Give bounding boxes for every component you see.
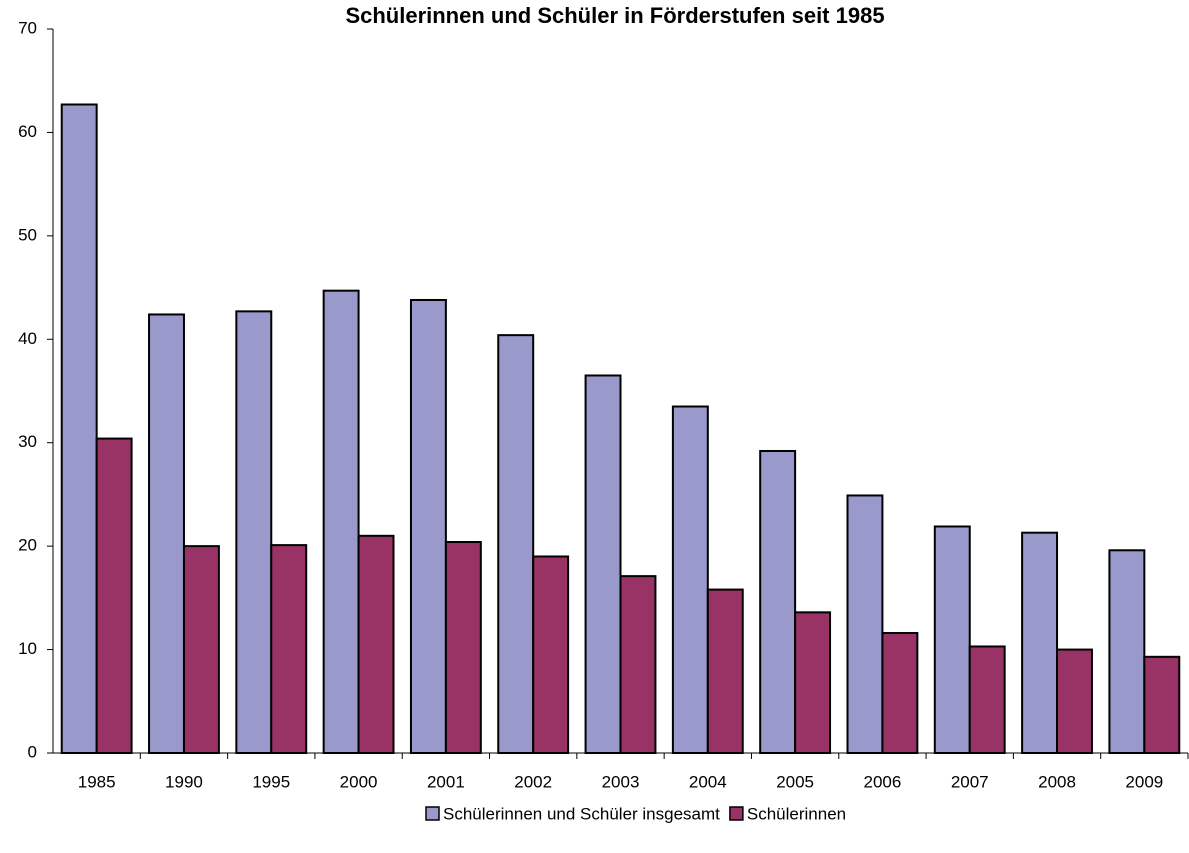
x-tick-label: 2004 (689, 772, 727, 791)
bar (532, 555, 570, 754)
x-tick-label: 2008 (1038, 772, 1076, 791)
bar (497, 334, 535, 754)
bar (1021, 531, 1059, 754)
bar (322, 289, 360, 754)
bar (409, 298, 447, 754)
bar (235, 310, 273, 754)
y-tick-label: 50 (18, 225, 37, 244)
chart-title: Schülerinnen und Schüler in Förderstufen… (345, 3, 884, 28)
x-tick-label: 2007 (951, 772, 989, 791)
y-tick-label: 70 (18, 18, 37, 37)
x-tick-label: 2001 (427, 772, 465, 791)
x-tick-label: 2000 (340, 772, 378, 791)
bar (881, 632, 919, 754)
bar (357, 534, 395, 754)
y-tick-label: 40 (18, 329, 37, 348)
bar (794, 611, 832, 755)
y-tick-label: 10 (18, 639, 37, 658)
legend-label: Schülerinnen und Schüler insgesamt (443, 804, 720, 823)
x-tick-label: 2005 (776, 772, 814, 791)
x-tick-label: 2002 (514, 772, 552, 791)
bar (706, 588, 744, 755)
bar (671, 405, 709, 754)
bar (968, 645, 1006, 754)
bar (846, 494, 884, 754)
legend-label: Schülerinnen (747, 804, 846, 823)
bar (759, 449, 797, 754)
bar (933, 525, 971, 755)
bar (1143, 655, 1181, 754)
x-tick-label: 2009 (1125, 772, 1163, 791)
y-tick-label: 30 (18, 432, 37, 451)
x-tick-label: 2006 (864, 772, 902, 791)
y-tick-label: 60 (18, 122, 37, 141)
y-tick-label: 0 (28, 742, 37, 761)
bar (95, 437, 133, 754)
legend-swatch (729, 806, 744, 821)
y-tick-label: 20 (18, 536, 37, 555)
x-tick-label: 1985 (78, 772, 116, 791)
bar (1056, 648, 1093, 754)
bar (1108, 549, 1146, 755)
bar (444, 541, 482, 755)
x-tick-label: 2003 (602, 772, 640, 791)
bar (182, 545, 220, 755)
bar (584, 374, 622, 754)
bar (148, 313, 185, 754)
legend-swatch (425, 806, 440, 821)
bar (619, 575, 657, 754)
x-tick-label: 1990 (165, 772, 203, 791)
bar (60, 103, 98, 754)
x-tick-label: 1995 (252, 772, 290, 791)
bar (270, 544, 308, 755)
